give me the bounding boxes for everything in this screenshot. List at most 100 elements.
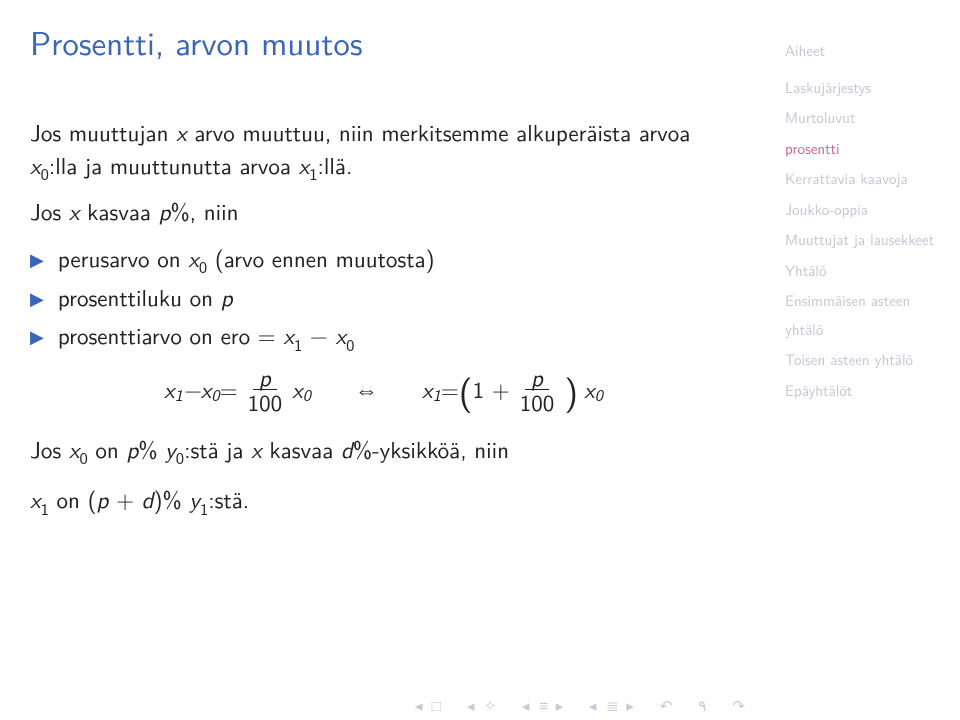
bullet-item: ▶ perusarvo on x0 (arvo ennen muutosta) (30, 242, 737, 275)
sidebar-heading: Aiheet (785, 36, 946, 65)
op-eq: = (220, 373, 238, 406)
paragraph-followup: Jos x0 on p% y0:stä ja x kasvaa d%-yksik… (30, 433, 737, 466)
paren-open: ( (459, 365, 473, 416)
op-eq: = (441, 373, 459, 406)
denominator: 100 (242, 390, 289, 414)
text: Jos muuttujan (30, 115, 176, 149)
text: 1 + (473, 373, 510, 406)
sub: 0 (211, 384, 219, 408)
var-x0: x (335, 318, 346, 352)
var-d: d (341, 432, 353, 466)
sub: 1 (433, 384, 441, 408)
op-iff: ⇔ (355, 373, 378, 406)
sidebar-item[interactable]: Murtoluvut (785, 103, 946, 132)
var-x: x (69, 194, 80, 228)
sub-0: 0 (346, 333, 354, 357)
var-x1: x (299, 148, 310, 182)
nav-next-slide[interactable]: ▸ ≣ ▸ (589, 694, 634, 716)
sub-0: 0 (199, 255, 207, 279)
sub-0: 0 (41, 162, 49, 186)
text: :stä ja (184, 432, 251, 466)
var: x (292, 373, 303, 406)
text: %-yksikköä, niin (353, 432, 509, 466)
nav-prev-section[interactable]: ▸ □ (415, 694, 441, 716)
var: x (251, 432, 262, 466)
sub: 0 (79, 446, 87, 470)
nav-prev-subsection[interactable]: ▸ ✧ (467, 694, 497, 716)
paragraph-condition: Jos x kasvaa p%, niin (30, 195, 737, 228)
paragraph-intro: Jos muuttujan x arvo muuttuu, niin merki… (30, 116, 737, 181)
sub-1: 1 (309, 162, 317, 186)
denominator: 100 (514, 390, 561, 414)
bullet-icon: ▶ (30, 323, 44, 349)
sidebar-nav: Aiheet LaskujärjestysMurtoluvutprosentti… (767, 0, 960, 720)
sidebar-item[interactable]: Ensimmäisen asteen yhtälö (785, 286, 946, 343)
var-x0: x (188, 241, 199, 275)
nav-back[interactable]: ↶ (660, 694, 673, 716)
fraction: p 100 (514, 365, 561, 414)
text: Jos (30, 432, 69, 466)
text: kasvaa (262, 432, 341, 466)
var: x (201, 373, 212, 406)
text: :llä. (318, 148, 353, 182)
equation-display: x1 − x0 = p 100 x0 ⇔ x1 = ( 1 + p 100 (30, 364, 737, 415)
op-minus: − (183, 373, 201, 406)
text: Jos (30, 194, 69, 228)
sidebar-item[interactable]: Yhtälö (785, 256, 946, 285)
text: :stä. (208, 482, 249, 516)
beamer-navbar: ▸ □ ▸ ✧ ▸ ≡ ▸ ▸ ≣ ▸ ↶ ۹ ↷ (0, 690, 767, 720)
sidebar-item[interactable]: Joukko-oppia (785, 195, 946, 224)
text: perusarvo on (58, 241, 188, 275)
sub: 0 (595, 384, 603, 408)
var-p: p (159, 194, 171, 228)
sub: 1 (41, 497, 49, 521)
sub: 1 (175, 384, 183, 408)
text: − (302, 318, 335, 352)
nav-prev-slide[interactable]: ▸ ≡ ▸ (522, 694, 563, 716)
sidebar-item[interactable]: Muuttujat ja lausekkeet (785, 225, 946, 254)
var-p: p (126, 432, 138, 466)
var: x (422, 373, 433, 406)
var-x1: x (283, 318, 294, 352)
bullet-icon: ▶ (30, 285, 44, 311)
bullet-item: ▶ prosenttiarvo on ero = x1 − x0 (30, 319, 737, 352)
var: x (30, 482, 41, 516)
var: x (164, 373, 175, 406)
var: y (165, 432, 176, 466)
text: prosenttiluku on (58, 280, 221, 314)
text: (arvo ennen muutosta) (207, 241, 434, 275)
nav-forward[interactable]: ↷ (732, 694, 745, 716)
var-p: p (221, 280, 233, 314)
sidebar-item[interactable]: Laskujärjestys (785, 73, 946, 102)
text: prosenttiarvo on ero = (58, 318, 284, 352)
text: kasvaa (79, 194, 158, 228)
bullet-list: ▶ perusarvo on x0 (arvo ennen muutosta) … (30, 242, 737, 352)
slide-title: Prosentti, arvon muutos (30, 18, 737, 66)
paragraph-conclusion: x1 on (p + d)% y1:stä. (30, 483, 737, 516)
text: on ( (49, 482, 97, 516)
text: on (88, 432, 127, 466)
bullet-icon: ▶ (30, 246, 44, 272)
sub: 0 (176, 446, 184, 470)
sidebar-item[interactable]: prosentti (785, 134, 946, 163)
var-x: x (176, 115, 187, 149)
paren-close: ) (564, 365, 578, 416)
text: % (138, 432, 165, 466)
sidebar-item[interactable]: Toisen asteen yhtälö (785, 345, 946, 374)
var: y (189, 482, 200, 516)
sidebar-item[interactable]: Kerrattavia kaavoja (785, 164, 946, 193)
var-x0: x (30, 148, 41, 182)
text: :lla ja muuttunutta arvoa (49, 148, 299, 182)
fraction: p 100 (242, 365, 289, 414)
text: + (108, 482, 141, 516)
text: arvo muuttuu, niin merkitsemme alkuperäi… (187, 115, 691, 149)
sub: 0 (303, 384, 311, 408)
nav-search-icon[interactable]: ۹ (698, 694, 706, 716)
sidebar-item[interactable]: Epäyhtälöt (785, 376, 946, 405)
var: x (69, 432, 80, 466)
sub-1: 1 (294, 333, 302, 357)
sub: 1 (200, 497, 208, 521)
bullet-item: ▶ prosenttiluku on p (30, 281, 737, 314)
var: x (584, 373, 595, 406)
var-p: p (97, 482, 109, 516)
